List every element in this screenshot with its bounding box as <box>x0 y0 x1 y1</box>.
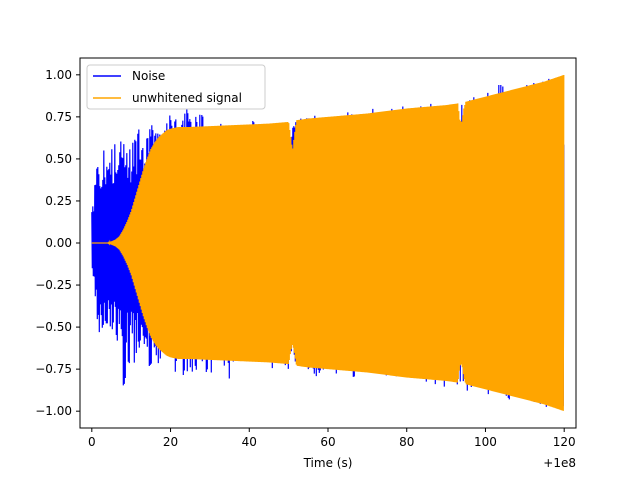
x-axis-label: Time (s) <box>303 456 353 470</box>
legend-box <box>86 64 266 110</box>
x-axis: 0 20 40 60 80 100 120 <box>88 428 576 449</box>
y-tick-label: 1.00 <box>45 68 72 82</box>
y-tick-label: −1.00 <box>35 404 72 418</box>
y-tick-label: −0.75 <box>35 362 72 376</box>
x-tick-label: 0 <box>88 435 96 449</box>
x-tick-label: 120 <box>553 435 576 449</box>
x-tick-label: 80 <box>399 435 414 449</box>
legend-label: unwhitened signal <box>132 91 242 105</box>
y-axis: −1.00 −0.75 −0.50 −0.25 0.00 0.25 0.50 0.75 1.00 <box>35 68 80 418</box>
x-axis-offset-label: +1e8 <box>543 456 576 470</box>
legend: Noise unwhitened signal <box>86 64 266 110</box>
x-tick-label: 40 <box>242 435 257 449</box>
x-tick-label: 100 <box>474 435 497 449</box>
series-line-signal <box>91 74 565 411</box>
x-tick-label: 20 <box>163 435 178 449</box>
y-tick-label: 0.25 <box>45 194 72 208</box>
y-tick-label: −0.25 <box>35 278 72 292</box>
y-tick-label: 0.50 <box>45 152 72 166</box>
y-tick-label: −0.50 <box>35 320 72 334</box>
series-layer <box>91 74 565 411</box>
y-tick-label: 0.00 <box>45 236 72 250</box>
x-tick-label: 60 <box>320 435 335 449</box>
legend-label: Noise <box>132 69 165 83</box>
y-tick-label: 0.75 <box>45 110 72 124</box>
